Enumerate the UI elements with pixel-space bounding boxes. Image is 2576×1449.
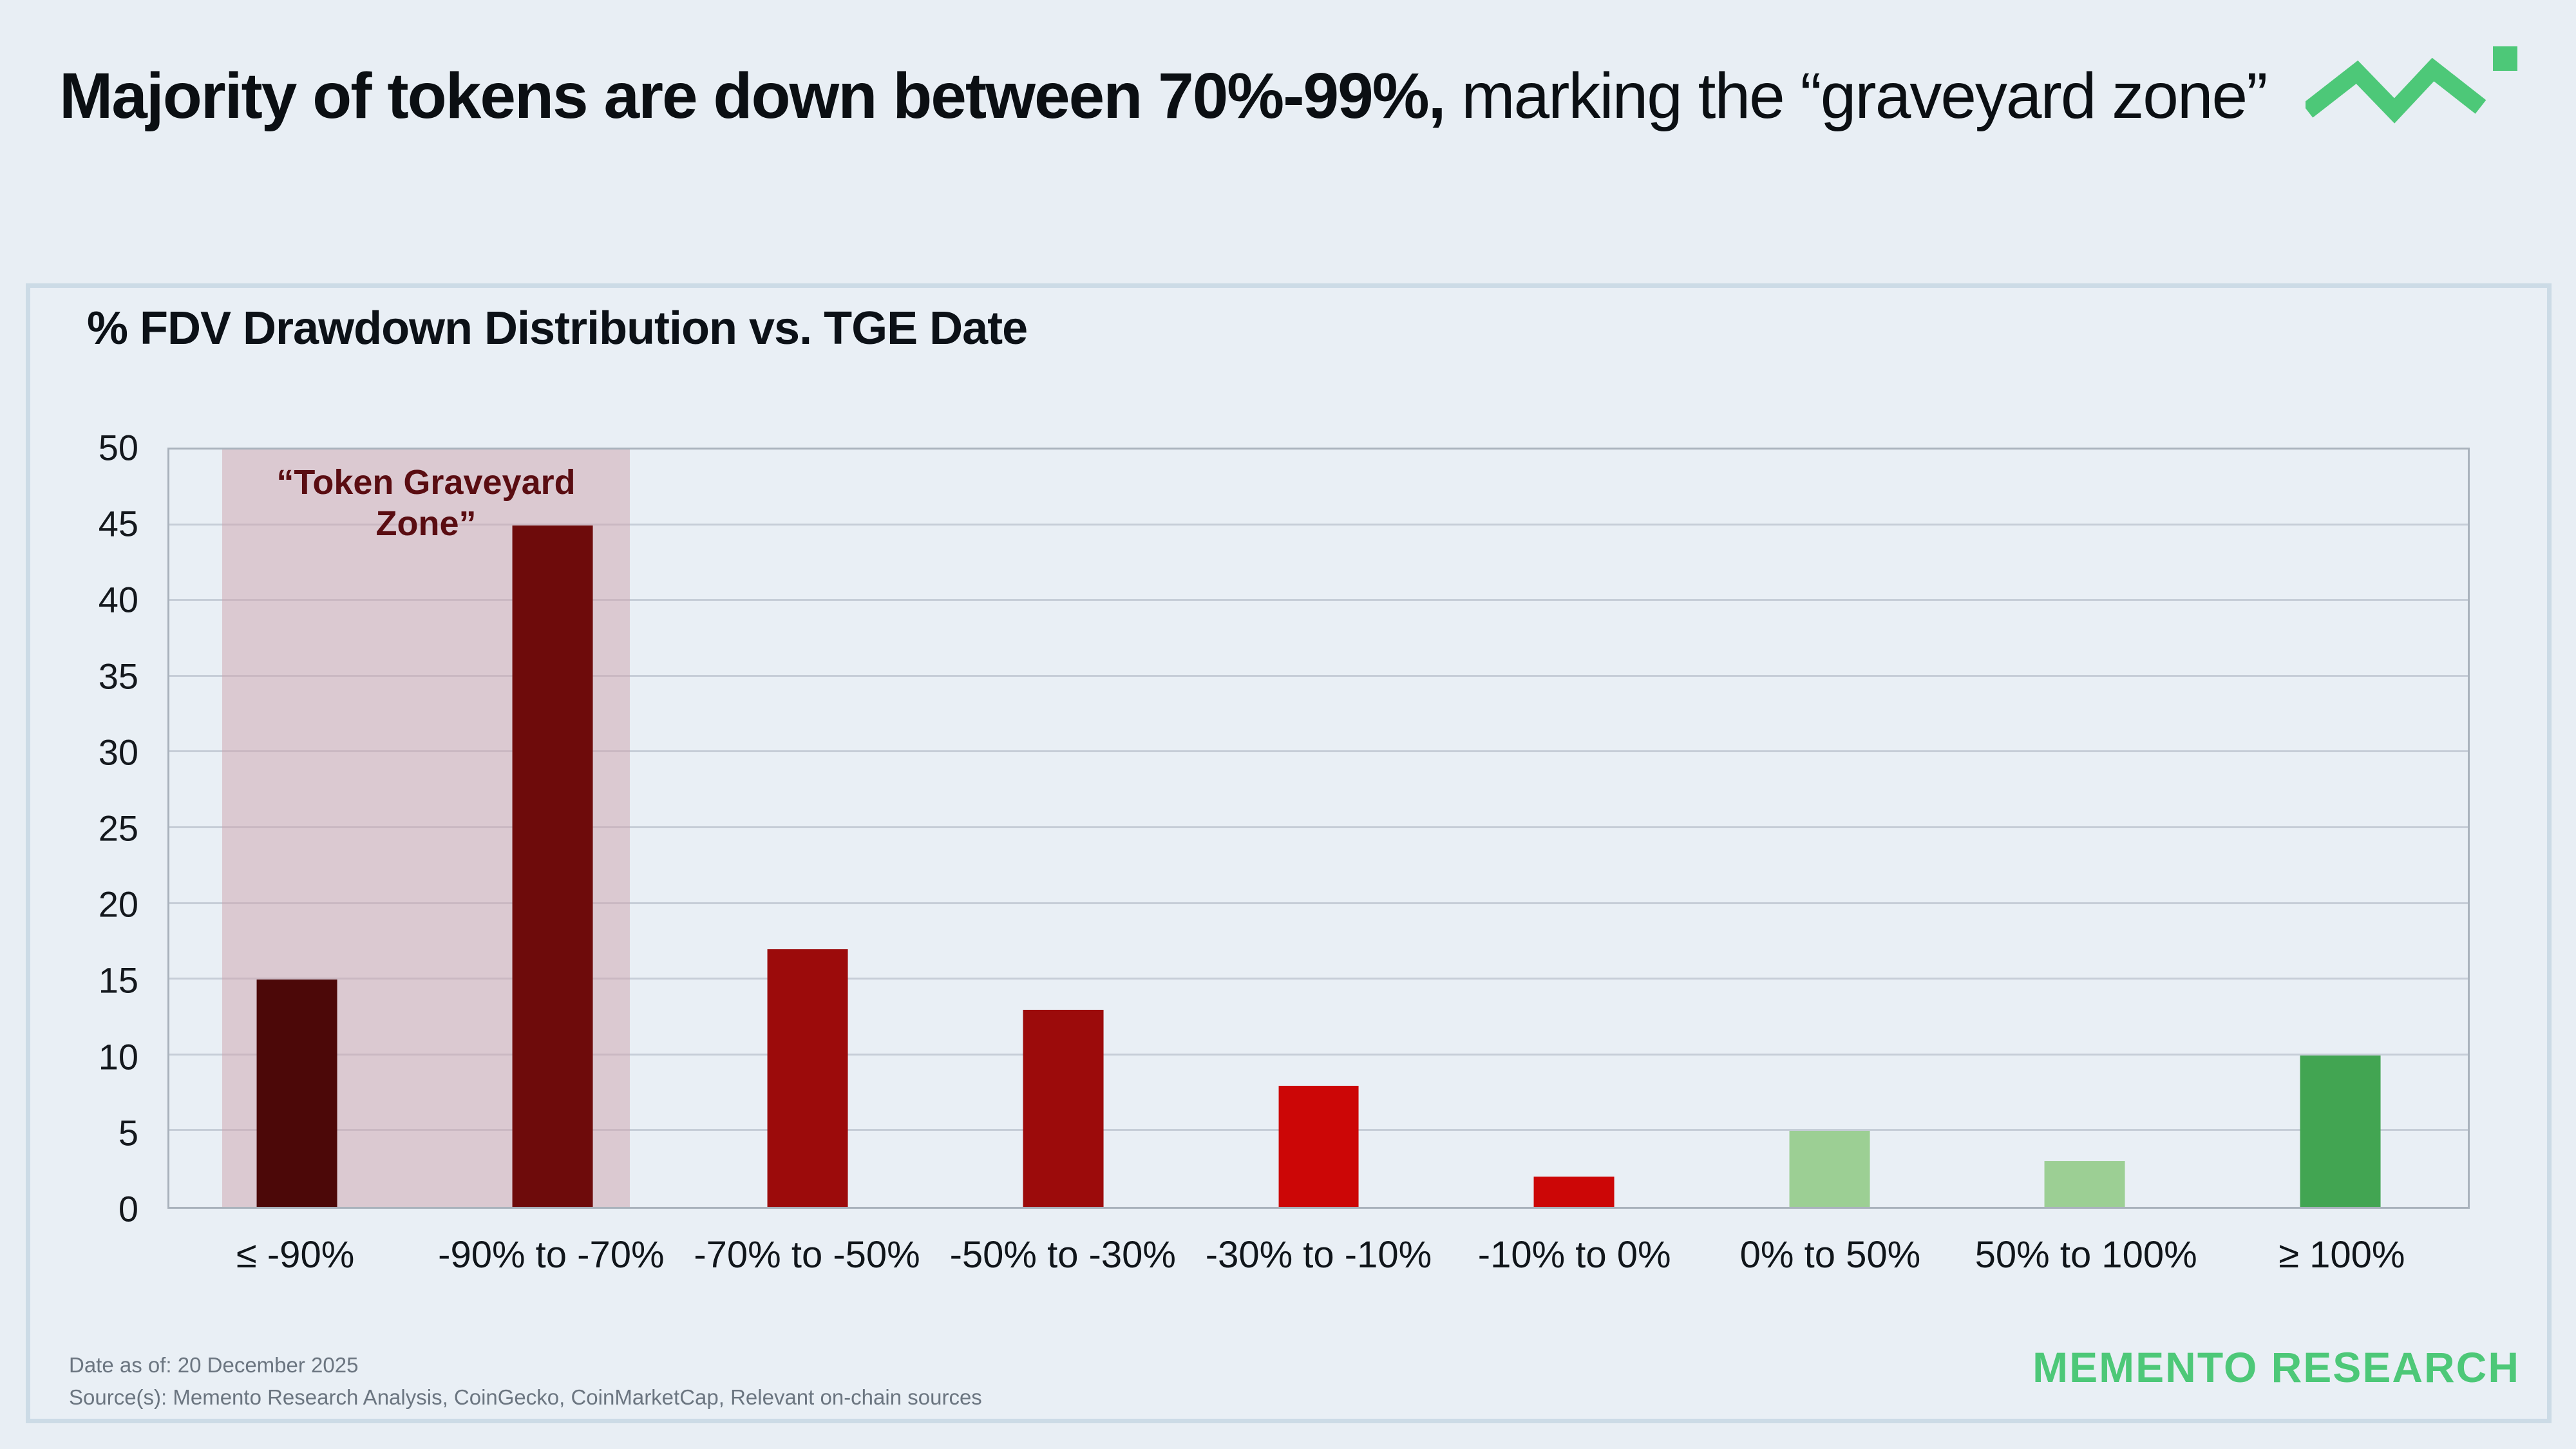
y-tick-label: 25 — [98, 808, 138, 849]
bar — [767, 949, 848, 1207]
x-axis-label: -90% to -70% — [438, 1234, 665, 1276]
bar-cell — [1446, 450, 1702, 1207]
bar-cell — [2213, 450, 2468, 1207]
x-axis-label: ≤ -90% — [236, 1234, 355, 1276]
y-tick-label: 50 — [98, 427, 138, 468]
headline-emphasis: Majority of tokens are down between 70%-… — [59, 60, 1446, 132]
bar-cell — [936, 450, 1191, 1207]
bar-cell — [1191, 450, 1446, 1207]
memento-logo-icon — [2306, 46, 2517, 124]
x-axis-label: ≥ 100% — [2278, 1234, 2405, 1276]
bar — [2044, 1161, 2125, 1207]
gridline — [169, 902, 2468, 904]
bar-cell — [425, 450, 681, 1207]
chart-title: % FDV Drawdown Distribution vs. TGE Date — [87, 303, 1028, 354]
x-axis-label: 0% to 50% — [1739, 1234, 1921, 1276]
plot-area: “Token Graveyard Zone” — [167, 448, 2470, 1209]
bar — [256, 980, 337, 1207]
brand-wordmark: MEMENTO RESEARCH — [2032, 1343, 2520, 1391]
gridline — [169, 978, 2468, 980]
y-tick-label: 30 — [98, 732, 138, 773]
x-axis-label: -70% to -50% — [694, 1234, 920, 1276]
y-tick-label: 10 — [98, 1036, 138, 1077]
headline-rest: marking the “graveyard zone” — [1444, 60, 2268, 132]
y-tick-label: 45 — [98, 503, 138, 544]
bar — [512, 525, 593, 1207]
y-tick-label: 15 — [98, 960, 138, 1001]
bar-cell — [169, 450, 425, 1207]
x-axis-label: -30% to -10% — [1205, 1234, 1432, 1276]
y-tick-label: 0 — [118, 1188, 138, 1229]
bar-cell — [1957, 450, 2213, 1207]
bar — [1023, 1010, 1104, 1207]
gridline — [169, 750, 2468, 753]
y-tick-label: 40 — [98, 579, 138, 620]
y-tick-label: 20 — [98, 884, 138, 925]
date-as-of: Date as of: 20 December 2025 — [69, 1353, 359, 1377]
y-axis: 0 5 10 15 20 25 30 35 40 45 50 — [30, 428, 138, 1229]
x-axis-label: -10% to 0% — [1477, 1234, 1671, 1276]
gridline — [169, 599, 2468, 601]
gridline — [169, 674, 2468, 677]
bar-series — [169, 450, 2468, 1207]
bar — [1533, 1176, 1615, 1207]
bar-cell — [1701, 450, 1957, 1207]
gridline — [169, 1053, 2468, 1056]
bar — [1278, 1085, 1359, 1207]
gridline — [169, 523, 2468, 526]
gridline — [169, 826, 2468, 828]
y-tick-label: 35 — [98, 656, 138, 697]
page-title: Majority of tokens are down between 70%-… — [59, 57, 2326, 135]
footer: Date as of: 20 December 2025 Source(s): … — [69, 1349, 982, 1413]
x-axis-label: 50% to 100% — [1975, 1234, 2197, 1276]
x-axis-label: -50% to -30% — [949, 1234, 1176, 1276]
x-axis: ≤ -90% -90% to -70% -70% to -50% -50% to -3… — [167, 1233, 2470, 1276]
bar — [2300, 1055, 2381, 1207]
graveyard-zone-label: “Token Graveyard Zone” — [276, 463, 576, 543]
y-tick-label: 5 — [118, 1112, 138, 1153]
bar-cell — [680, 450, 936, 1207]
bar — [1789, 1131, 1870, 1207]
chart-panel: % FDV Drawdown Distribution vs. TGE Date… — [26, 283, 2552, 1423]
sources: Source(s): Memento Research Analysis, Co… — [69, 1385, 982, 1409]
